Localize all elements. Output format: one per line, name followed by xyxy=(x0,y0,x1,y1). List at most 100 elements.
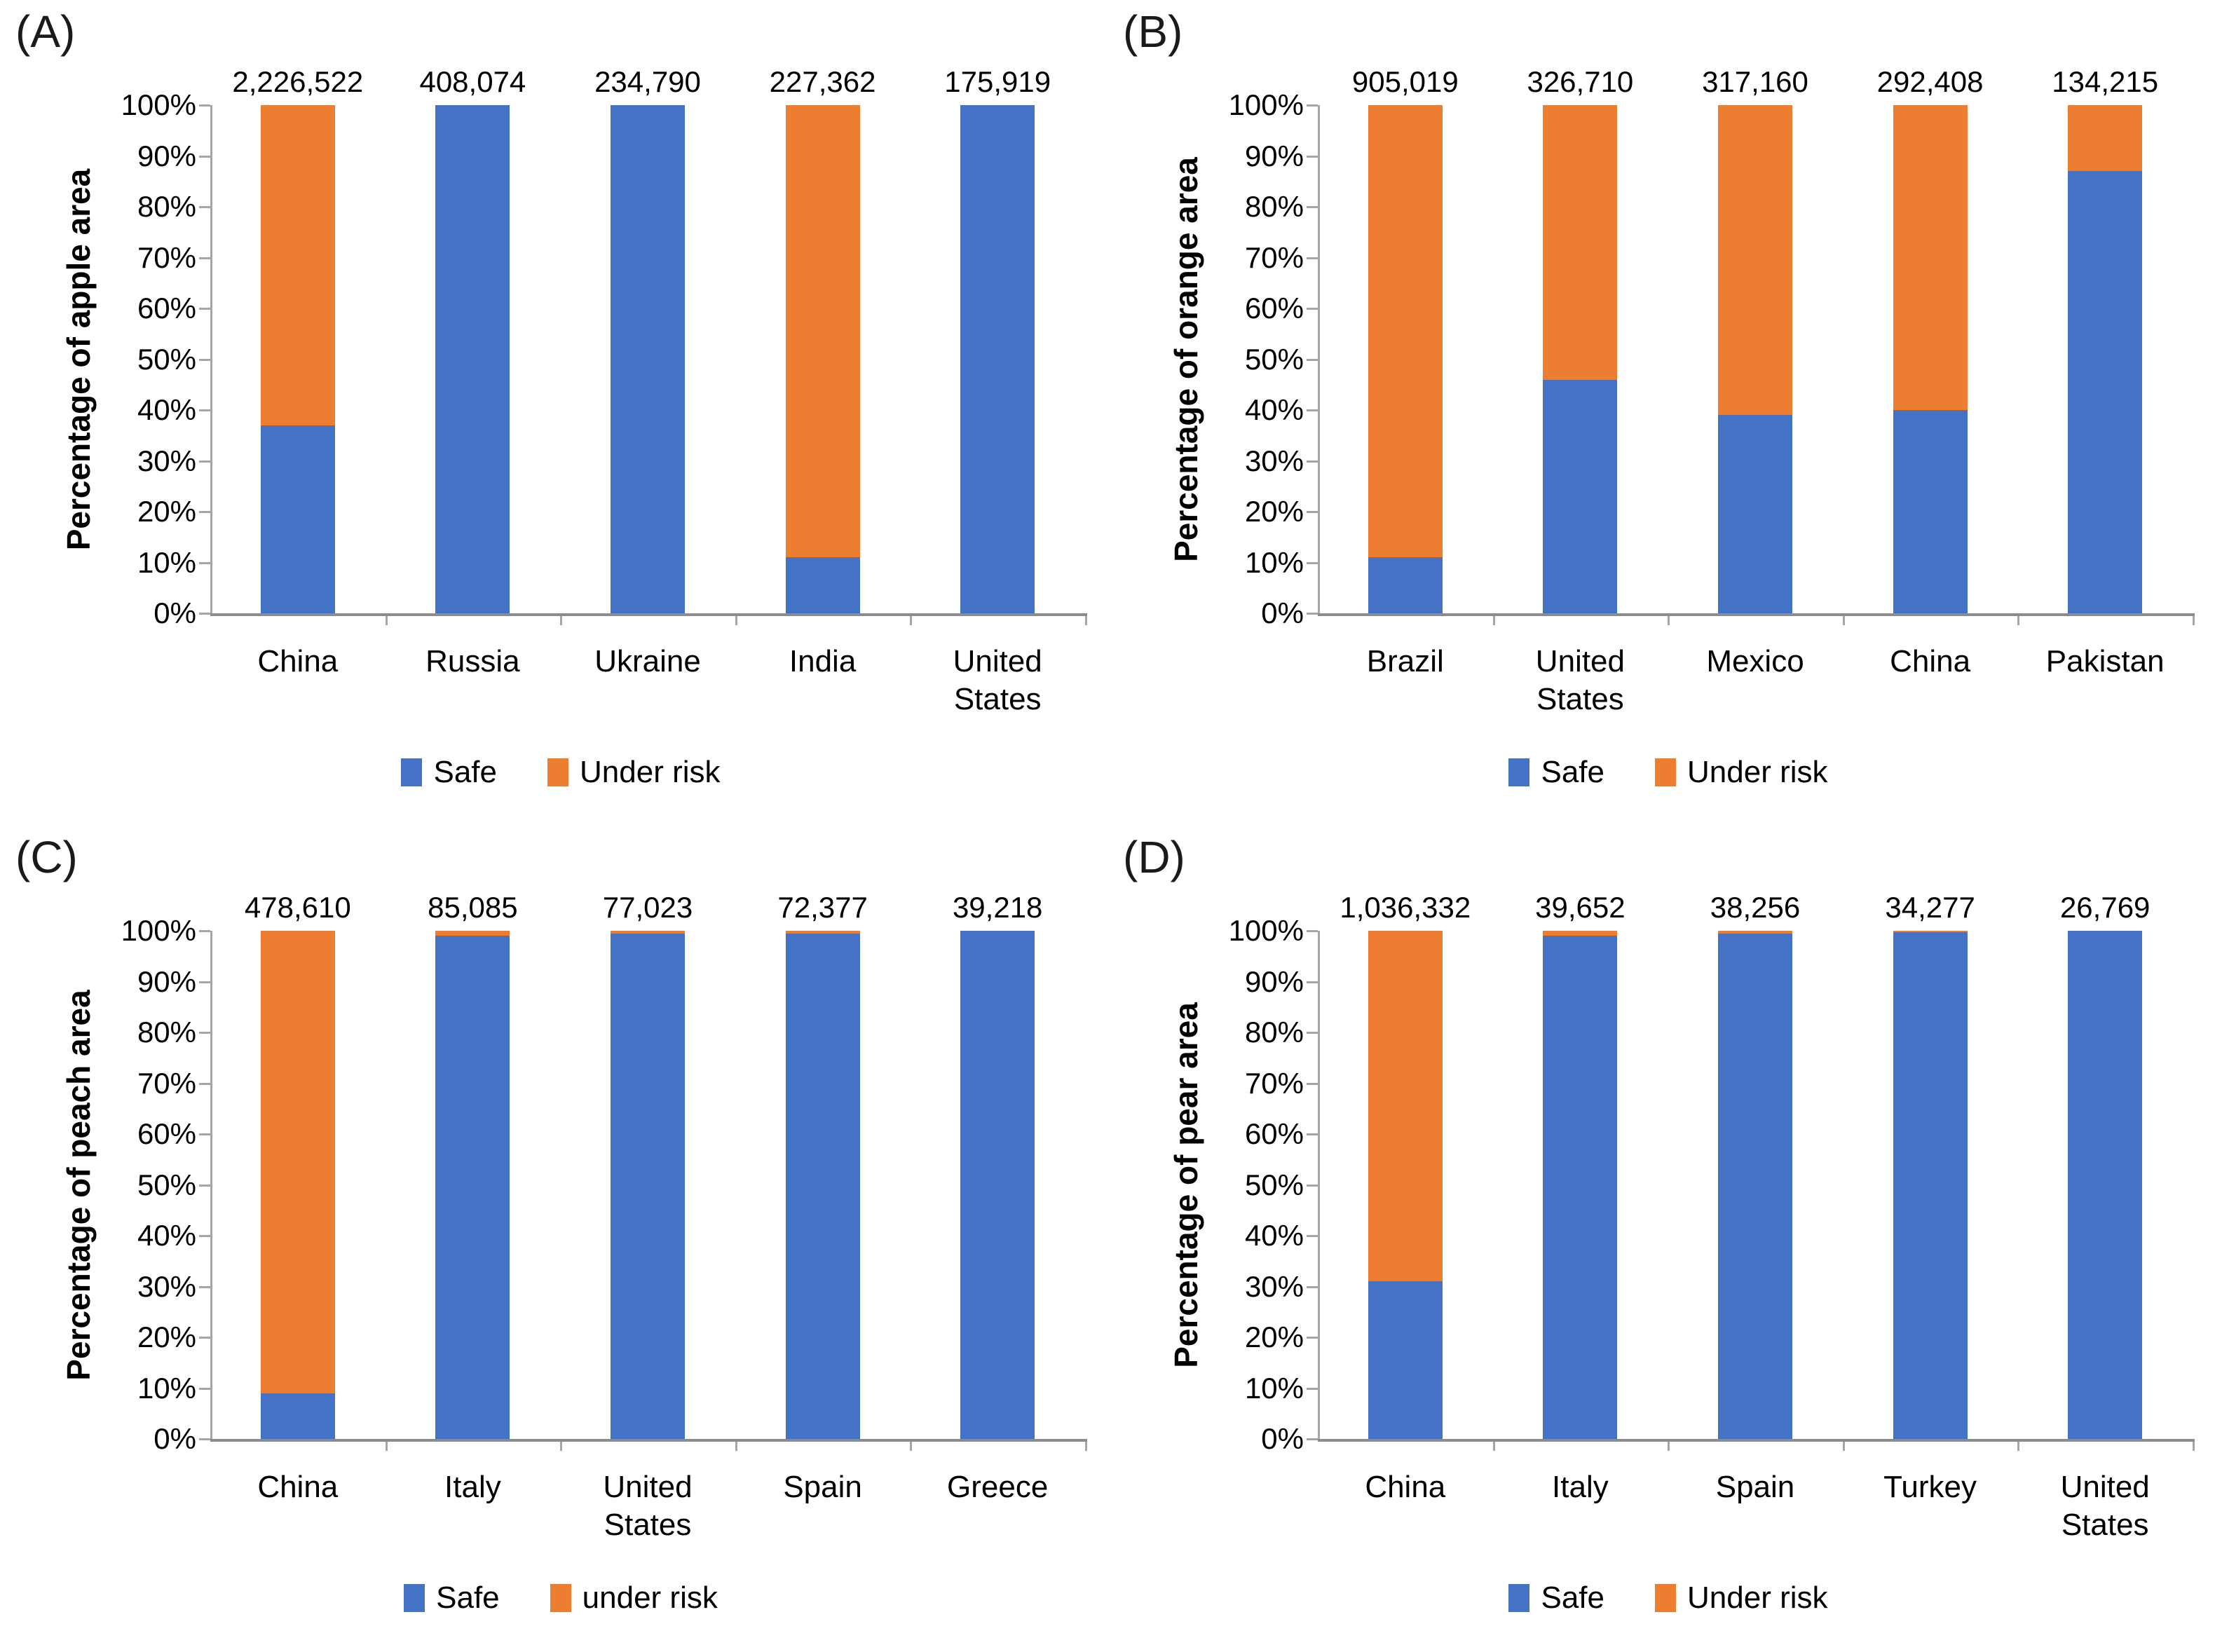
legend: Safe Under risk xyxy=(42,756,1079,789)
bar-segment-safe xyxy=(1368,557,1443,613)
x-category-label: Spain xyxy=(783,1470,862,1504)
bar-segment-under-risk xyxy=(1893,931,1968,933)
legend-item-under-risk: Under risk xyxy=(547,756,721,789)
legend-item-safe: Safe xyxy=(1508,756,1604,789)
y-tick-label: 0% xyxy=(1261,596,1304,629)
y-tick-mark xyxy=(199,613,210,615)
legend-label: Safe xyxy=(1541,755,1604,789)
x-category-label: Brazil xyxy=(1366,644,1444,678)
y-tick-mark xyxy=(199,155,210,158)
y-tick-label: 30% xyxy=(137,444,196,477)
y-tick-label: 60% xyxy=(1244,292,1304,325)
x-category-label: India xyxy=(789,644,857,678)
x-tick-mark xyxy=(1668,616,1670,625)
y-tick-label: 40% xyxy=(1244,1219,1304,1252)
x-tick-mark xyxy=(1842,1442,1845,1451)
y-tick-mark xyxy=(1307,358,1318,361)
x-category-label: Italy xyxy=(444,1470,501,1504)
y-tick-label: 80% xyxy=(137,1016,196,1049)
y-tick-label: 40% xyxy=(137,393,196,426)
y-tick-mark xyxy=(199,308,210,310)
y-tick-mark xyxy=(199,1133,210,1135)
stacked-bar-spain xyxy=(1718,931,1792,1439)
y-tick-mark xyxy=(1307,561,1318,564)
y-tick-label: 50% xyxy=(137,342,196,376)
legend-label: Under risk xyxy=(1687,755,1828,789)
y-tick-mark xyxy=(199,1235,210,1237)
x-category-label: Greece xyxy=(947,1470,1049,1504)
y-tick-mark xyxy=(199,1387,210,1390)
y-tick-mark xyxy=(1307,1337,1318,1339)
y-tick-label: 100% xyxy=(121,88,196,121)
bar-segment-under-risk xyxy=(785,931,860,934)
x-tick-mark xyxy=(1492,616,1495,625)
x-category-label: United States xyxy=(603,1470,693,1542)
y-tick-mark xyxy=(199,104,210,107)
stacked-bar-pakistan xyxy=(2068,105,2143,613)
bar-total-label: 134,215 xyxy=(2052,65,2159,98)
y-tick-mark xyxy=(1307,460,1318,463)
x-category-label: United States xyxy=(2060,1470,2150,1542)
bar-segment-under-risk xyxy=(2068,105,2143,172)
x-category-label: Turkey xyxy=(1883,1470,1977,1504)
bar-total-label: 39,218 xyxy=(952,891,1043,924)
y-tick-label: 30% xyxy=(137,1269,196,1303)
x-category-label: China xyxy=(1890,644,1971,678)
legend-item-under-risk: Under risk xyxy=(1655,1581,1828,1615)
legend-swatch-safe xyxy=(404,1584,425,1612)
y-tick-label: 90% xyxy=(1244,139,1304,172)
y-tick-label: 100% xyxy=(1228,914,1304,947)
x-axis-line xyxy=(1318,1439,2195,1442)
x-tick-mark xyxy=(1668,1442,1670,1451)
y-tick-label: 10% xyxy=(1244,545,1304,579)
y-tick-mark xyxy=(1307,308,1318,310)
y-tick-label: 50% xyxy=(137,1168,196,1201)
y-tick-label: 60% xyxy=(137,292,196,325)
y-tick-label: 30% xyxy=(1244,1269,1304,1303)
y-axis-line xyxy=(1318,931,1320,1441)
x-tick-mark xyxy=(1085,1442,1087,1451)
bar-total-label: 72,377 xyxy=(777,891,868,924)
x-axis-line xyxy=(1318,613,2195,616)
bar-segment-safe xyxy=(2068,931,2143,1439)
x-tick-mark xyxy=(2193,616,2195,625)
x-axis-line xyxy=(210,1439,1087,1442)
stacked-bar-united-states xyxy=(1543,105,1618,613)
legend: Safe Under risk xyxy=(1150,1581,2187,1615)
y-tick-label: 0% xyxy=(154,1422,196,1455)
y-tick-label: 10% xyxy=(137,1371,196,1405)
chart-panel-c: (C) Percentage of peach area 100% 90% 80% 70%… xyxy=(0,826,1108,1652)
bar-total-label: 1,036,332 xyxy=(1340,891,1471,924)
bar-segment-safe xyxy=(2068,171,2143,613)
legend-label: Under risk xyxy=(580,755,721,789)
bar-segment-safe xyxy=(1718,933,1792,1439)
x-tick-mark xyxy=(910,616,913,625)
y-tick-label: 100% xyxy=(1228,88,1304,121)
bar-segment-under-risk xyxy=(435,931,510,936)
y-tick-label: 40% xyxy=(1244,393,1304,426)
panel-letter: (C) xyxy=(15,832,78,882)
x-axis-line xyxy=(210,613,1087,616)
y-axis-line xyxy=(210,931,212,1441)
y-tick-mark xyxy=(199,561,210,564)
bar-total-label: 34,277 xyxy=(1885,891,1975,924)
x-category-label: United States xyxy=(953,644,1042,716)
y-tick-mark xyxy=(199,257,210,259)
bar-total-label: 38,256 xyxy=(1710,891,1801,924)
legend-swatch-under-risk xyxy=(1655,758,1676,786)
stacked-bar-russia xyxy=(435,105,510,613)
y-tick-label: 50% xyxy=(1244,1168,1304,1201)
y-tick-mark xyxy=(199,930,210,932)
x-category-label: Russia xyxy=(425,644,520,678)
y-tick-mark xyxy=(199,1285,210,1288)
bar-segment-safe xyxy=(260,425,335,613)
y-tick-mark xyxy=(1307,1285,1318,1288)
x-category-label: United States xyxy=(1535,644,1625,716)
x-category-label: Mexico xyxy=(1706,644,1804,678)
bar-segment-safe xyxy=(1368,1281,1443,1439)
bar-total-label: 326,710 xyxy=(1527,65,1634,98)
stacked-bar-china xyxy=(260,931,335,1439)
stacked-bar-india xyxy=(785,105,860,613)
legend-swatch-under-risk xyxy=(547,758,568,786)
y-tick-label: 90% xyxy=(1244,964,1304,998)
